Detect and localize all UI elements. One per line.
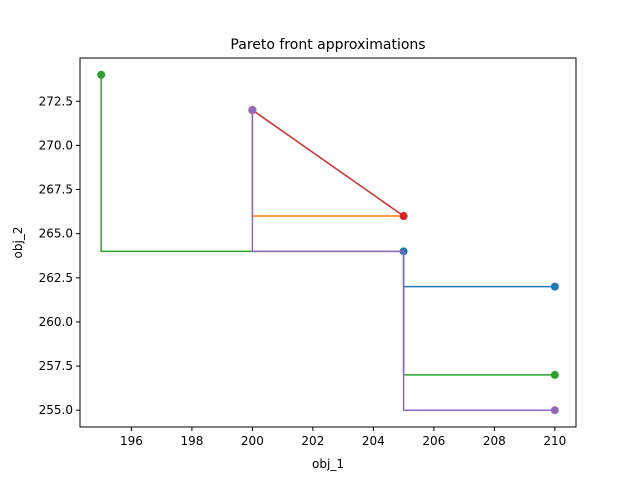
x-tick-label: 204 xyxy=(362,434,385,448)
y-tick-label: 272.5 xyxy=(39,94,73,108)
series-3-point-1 xyxy=(97,70,106,79)
series-4-line xyxy=(251,109,405,218)
x-ticks: 196 198 200 202 204 206 208 210 xyxy=(120,427,566,448)
series-5-point-1 xyxy=(248,106,257,115)
plot-area xyxy=(80,58,576,427)
series-1-point-2 xyxy=(550,282,559,291)
x-tick-label: 210 xyxy=(543,434,566,448)
y-tick-label: 257.5 xyxy=(39,359,73,373)
x-tick-label: 206 xyxy=(422,434,445,448)
series-5-line xyxy=(251,109,556,411)
x-tick-label: 198 xyxy=(180,434,203,448)
y-tick-label: 262.5 xyxy=(39,271,73,285)
series-4-point-2 xyxy=(399,212,408,221)
y-axis-label: obj_2 xyxy=(11,227,25,259)
y-tick-label: 267.5 xyxy=(39,183,73,197)
series-3-point-2 xyxy=(550,370,559,379)
y-tick-label: 270.0 xyxy=(39,138,73,152)
x-axis-label: obj_1 xyxy=(312,457,344,471)
y-tick-label: 260.0 xyxy=(39,315,73,329)
x-tick-label: 202 xyxy=(301,434,324,448)
chart-title: Pareto front approximations xyxy=(230,37,425,53)
x-tick-label: 200 xyxy=(241,434,264,448)
y-ticks: 255.0 257.5 260.0 262.5 265.0 267.5 270.0 272.5 xyxy=(39,94,80,417)
axes-layer xyxy=(79,57,577,428)
series-5 xyxy=(248,106,559,415)
y-tick-label: 255.0 xyxy=(39,403,73,417)
x-tick-label: 208 xyxy=(483,434,506,448)
y-tick-label: 265.0 xyxy=(39,227,73,241)
series-5-point-2 xyxy=(550,406,559,415)
axes-frame xyxy=(79,57,577,428)
series-layer xyxy=(97,70,559,415)
x-tick-label: 196 xyxy=(120,434,143,448)
